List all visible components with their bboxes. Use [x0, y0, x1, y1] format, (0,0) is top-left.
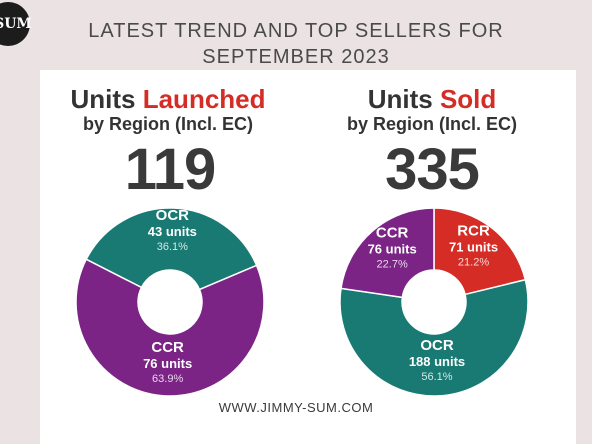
slice-label-ocr-percent: 56.1%	[421, 371, 452, 383]
units-launched-title: Units Launched	[70, 84, 266, 114]
slice-label-ccr-percent: 22.7%	[377, 259, 408, 271]
slice-label-rcr-units: 71 units	[449, 240, 498, 255]
slice-label-ccr-name: CCR	[151, 339, 184, 356]
slice-label-rcr-percent: 21.2%	[458, 257, 489, 269]
units-sold-panel: Units Sold by Region (Incl. EC) 335 RCR 7…	[308, 70, 576, 444]
slice-label-rcr-name: RCR	[457, 223, 490, 240]
slice-ocr	[339, 278, 529, 397]
units-sold-title: Units Sold	[367, 84, 497, 114]
slice-label-ccr-units: 76 units	[143, 356, 192, 371]
units-launched-subtitle: by Region (Incl. EC)	[82, 114, 253, 134]
footer-website-link[interactable]: WWW.JIMMY-SUM.COM	[218, 400, 374, 415]
units-sold-total: 335	[385, 137, 480, 202]
units-sold-subtitle: by Region (Incl. EC)	[346, 114, 517, 134]
slice-label-ocr-percent: 36.1%	[157, 241, 188, 253]
page-title-line-2: SEPTEMBER 2023	[202, 46, 390, 68]
slice-ocr	[85, 207, 258, 291]
brand-logo: SUM	[0, 2, 32, 46]
page-title-line-1: LATEST TREND AND TOP SELLERS FOR	[88, 20, 504, 42]
page-title: LATEST TREND AND TOP SELLERS FOR SEPTEMB…	[0, 18, 592, 70]
slice-label-ccr-units: 76 units	[368, 242, 417, 257]
slice-label-ocr-name: OCR	[156, 207, 190, 224]
units-launched-panel: Units Launched by Region (Incl. EC) 119 …	[40, 70, 308, 444]
slice-rcr	[433, 207, 527, 296]
slice-label-ocr-units: 188 units	[409, 354, 465, 369]
slice-label-ccr-percent: 63.9%	[152, 373, 183, 385]
slice-ccr	[340, 207, 435, 299]
slice-ccr	[75, 258, 265, 397]
units-launched-total: 119	[124, 137, 217, 202]
slice-label-ocr-name: OCR	[420, 337, 454, 354]
slice-label-ccr-name: CCR	[376, 225, 409, 242]
slice-label-ocr-units: 43 units	[148, 224, 197, 239]
infographic-card: Units Launched by Region (Incl. EC) 119 …	[40, 70, 576, 444]
